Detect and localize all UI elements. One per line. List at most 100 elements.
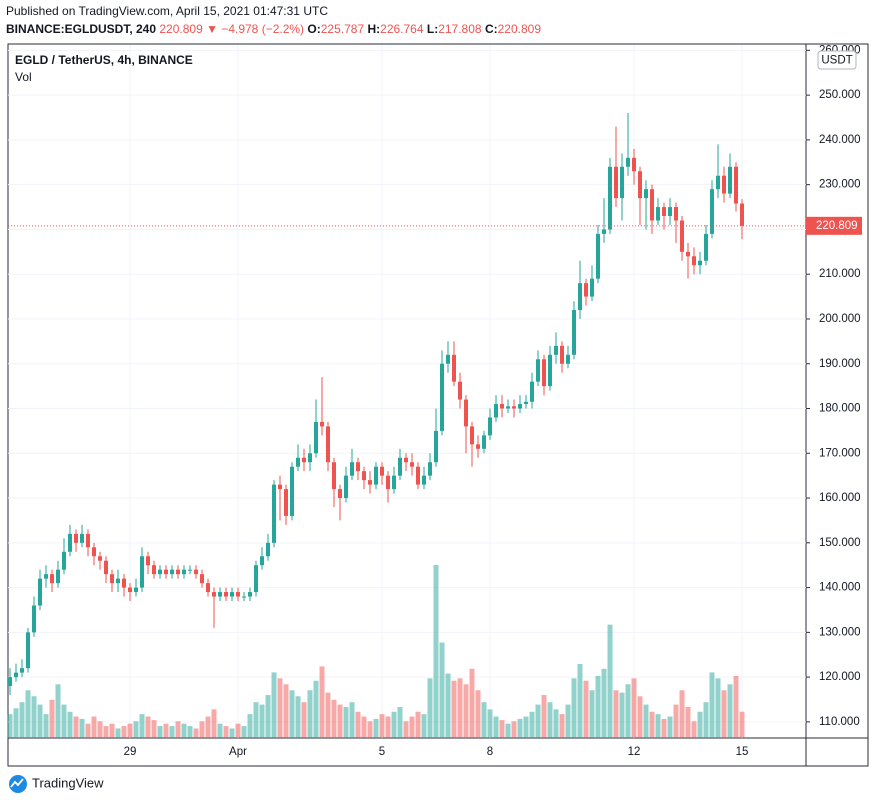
candle-body xyxy=(104,560,108,575)
footer-brand: TradingView xyxy=(32,775,104,790)
candle-body xyxy=(518,404,522,409)
candle-body xyxy=(68,533,72,552)
candle-body xyxy=(590,278,594,297)
volume-bar xyxy=(199,721,205,738)
volume-bar xyxy=(463,684,469,738)
candle-body xyxy=(62,551,66,570)
volume-bar xyxy=(193,728,199,738)
volume-bar xyxy=(529,711,535,738)
candle-body xyxy=(614,166,618,199)
volume-bar xyxy=(229,728,235,738)
candle-body xyxy=(638,171,642,199)
c-value: 220.809 xyxy=(498,22,542,36)
volume-bar xyxy=(691,721,697,738)
volume-bar xyxy=(517,718,523,738)
currency[interactable]: USDT xyxy=(821,55,852,67)
volume-bar xyxy=(595,675,601,738)
candle-body xyxy=(290,466,294,516)
volume-bar xyxy=(295,696,301,738)
candle-body xyxy=(308,453,312,463)
candle-body xyxy=(350,462,354,476)
candle-body xyxy=(38,578,42,606)
volume-bar xyxy=(265,695,271,738)
volume-bar xyxy=(73,716,79,738)
last-price: 220.809 xyxy=(159,22,203,36)
candle-body xyxy=(650,189,654,221)
volume-bar xyxy=(709,672,715,738)
candle-body xyxy=(278,484,282,490)
volume-bar xyxy=(91,716,97,738)
volume-bar xyxy=(325,692,331,738)
candle-body xyxy=(302,457,306,463)
volume-bar xyxy=(181,723,187,738)
candle-body xyxy=(8,677,12,687)
volume-bar xyxy=(559,714,565,738)
candle-body xyxy=(494,404,498,418)
volume-bar xyxy=(67,711,73,738)
volume-bar xyxy=(331,699,337,738)
candle-body xyxy=(296,457,300,467)
volume-bar xyxy=(535,704,541,738)
volume-bar xyxy=(631,678,637,738)
volume-bar xyxy=(127,723,133,738)
candle-body xyxy=(668,207,672,217)
volume-bar xyxy=(685,706,691,738)
volume-bar xyxy=(7,714,13,738)
candle-body xyxy=(434,430,438,463)
volume-bar xyxy=(727,684,733,738)
volume-bar xyxy=(505,723,511,738)
volume-bar xyxy=(37,704,43,738)
candle-body xyxy=(110,574,114,584)
volume-bar xyxy=(565,704,571,738)
ohlc-line: BINANCE:EGLDUSDT, 240 220.809 ▼ −4.978 (… xyxy=(6,22,541,36)
candle-body xyxy=(674,207,678,221)
y-tick-label: 150.000 xyxy=(819,537,861,549)
volume-bar xyxy=(433,565,439,738)
candle-body xyxy=(146,556,150,566)
volume-bar xyxy=(271,672,277,738)
candle-body xyxy=(392,475,396,490)
volume-bar xyxy=(439,642,445,738)
candle-body xyxy=(410,462,414,467)
candle-body xyxy=(584,283,588,297)
candle-body xyxy=(152,565,156,575)
volume-bar xyxy=(427,678,433,738)
candle-body xyxy=(530,381,534,402)
volume-bar xyxy=(217,723,223,738)
volume-bar xyxy=(547,702,553,738)
volume-bar xyxy=(133,721,139,738)
candle-body xyxy=(596,233,600,279)
published-line: Published on TradingView.com, April 15, … xyxy=(6,4,328,18)
volume-bar xyxy=(703,702,709,738)
candle-body xyxy=(656,207,660,221)
x-tick-label: 29 xyxy=(124,746,137,758)
candle-body xyxy=(386,475,390,490)
volume-bar xyxy=(457,678,463,738)
volume-bar xyxy=(355,711,361,738)
volume-bar xyxy=(415,711,421,738)
volume-bar xyxy=(541,695,547,738)
volume-bar xyxy=(571,678,577,738)
currency-badge[interactable] xyxy=(817,50,857,70)
volume-bar xyxy=(721,690,727,738)
candle-body xyxy=(440,363,444,431)
volume-bar xyxy=(385,716,391,738)
candle-body xyxy=(266,542,270,557)
x-tick-label: 12 xyxy=(628,746,641,758)
volume-bar xyxy=(397,706,403,738)
x-tick-label: Apr xyxy=(229,746,247,758)
candle-body xyxy=(14,672,18,678)
candle-body xyxy=(242,596,246,598)
candle-body xyxy=(56,569,60,584)
candle-body xyxy=(722,175,726,194)
o-label: O: xyxy=(307,22,320,36)
volume-bar xyxy=(241,726,247,738)
candle-body xyxy=(98,556,102,561)
candle-body xyxy=(212,592,216,597)
candle-body xyxy=(380,466,384,476)
volume-bar xyxy=(625,684,631,738)
candle-body xyxy=(158,569,162,575)
volume-bar xyxy=(31,696,37,738)
candle-body xyxy=(470,426,474,445)
candle-body xyxy=(422,475,426,485)
